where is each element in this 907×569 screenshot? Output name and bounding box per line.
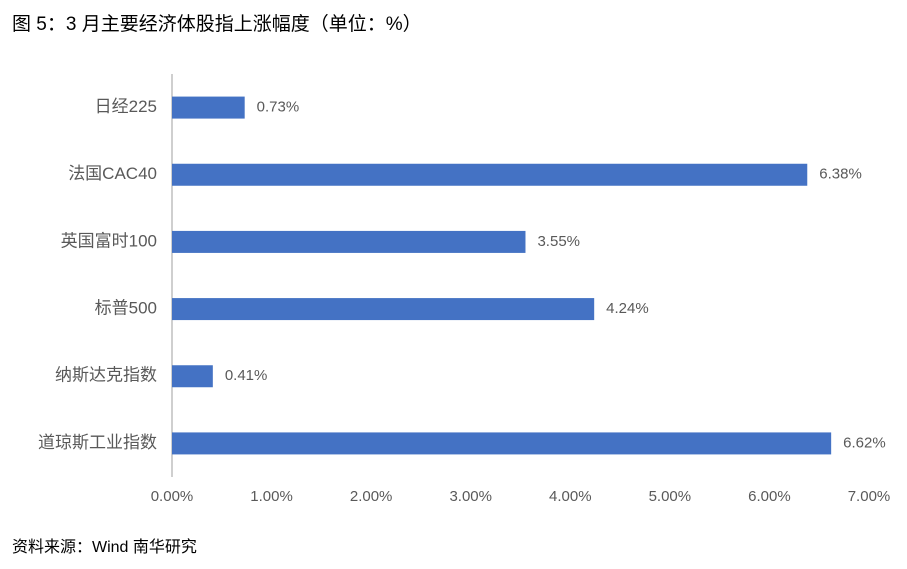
value-label: 0.41% [225,367,268,384]
bar [172,96,245,119]
y-tick-label: 法国CAC40 [68,164,157,183]
bar [172,365,213,388]
chart-title: 图 5：3 月主要经济体股指上涨幅度（单位：%） [12,13,422,35]
y-tick-label: 道琼斯工业指数 [38,433,157,452]
bar [172,163,808,186]
value-label: 0.73% [257,99,300,116]
bar [172,230,526,253]
x-tick-label: 0.00% [151,488,194,505]
value-label: 6.62% [843,434,886,451]
x-tick-label: 4.00% [549,488,592,505]
y-tick-label: 英国富时100 [61,231,157,250]
x-tick-label: 1.00% [250,488,293,505]
y-tick-label: 标普500 [95,299,157,318]
value-label: 4.24% [606,300,649,317]
x-tick-label: 6.00% [748,488,791,505]
y-tick-label: 日经225 [95,97,157,116]
value-label: 6.38% [819,166,862,183]
bar [172,432,832,455]
x-tick-label: 5.00% [649,488,692,505]
source-note: 资料来源：Wind 南华研究 [12,538,197,556]
x-tick-label: 3.00% [449,488,492,505]
value-label: 3.55% [537,233,580,250]
x-tick-label: 2.00% [350,488,393,505]
x-tick-label: 7.00% [848,488,891,505]
y-tick-label: 纳斯达克指数 [55,366,157,385]
bar [172,298,595,321]
